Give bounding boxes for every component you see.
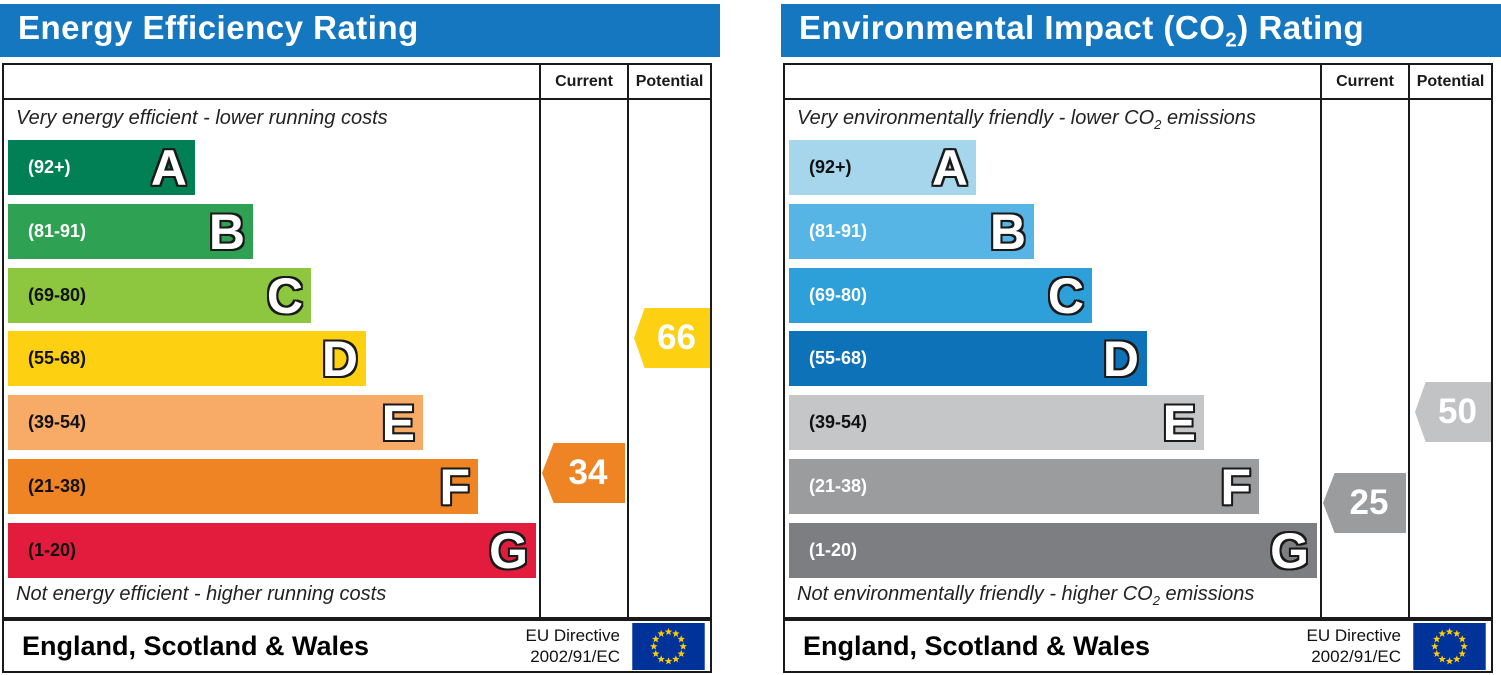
energy-footer-bar: England, Scotland & Wales EU Directive 2… xyxy=(2,619,712,673)
band-letter: F xyxy=(1220,458,1251,515)
band-letter: B xyxy=(989,203,1026,260)
top-caption: Very energy efficient - lower running co… xyxy=(16,107,388,129)
environmental-rating-table: Current Potential Very environmentally f… xyxy=(783,63,1493,619)
environmental-footer-bar: England, Scotland & Wales EU Directive 2… xyxy=(783,619,1493,673)
potential-column-header: Potential xyxy=(635,72,704,90)
region-label: England, Scotland & Wales xyxy=(22,630,370,661)
current-rating-marker: 25 xyxy=(1323,473,1406,533)
header-divider xyxy=(785,98,1491,100)
current-rating-marker: 34 xyxy=(542,443,625,503)
potential-rating-marker: 50 xyxy=(1415,382,1491,442)
energy-title-bar: Energy Efficiency Rating xyxy=(0,4,720,57)
band-range-label: (39-54) xyxy=(28,412,87,432)
band-letter: D xyxy=(1102,330,1139,387)
top-caption: Very environmentally friendly - lower CO… xyxy=(797,107,1256,132)
environmental-panel-title: Environmental Impact (CO2) Rating xyxy=(799,8,1365,52)
band-range-label: (69-80) xyxy=(28,285,87,305)
potential-column-divider xyxy=(627,65,629,617)
band-row-c: (69-80) C xyxy=(789,268,1092,323)
eu-flag-icon xyxy=(1413,622,1486,670)
potential-rating-value: 50 xyxy=(1438,392,1477,431)
band-letter: G xyxy=(489,522,528,579)
bottom-caption: Not energy efficient - higher running co… xyxy=(16,583,387,605)
band-range-label: (39-54) xyxy=(809,412,868,432)
band-row-d: (55-68) D xyxy=(8,331,366,386)
current-column-header: Current xyxy=(555,72,613,90)
band-row-b: (81-91) B xyxy=(8,204,253,259)
band-range-label: (21-38) xyxy=(28,476,87,496)
header-divider xyxy=(4,98,710,100)
band-range-label: (55-68) xyxy=(28,348,87,368)
band-range-label: (81-91) xyxy=(28,221,87,241)
environmental-impact-panel: Environmental Impact (CO2) Rating Curren… xyxy=(781,0,1501,675)
band-range-label: (92+) xyxy=(809,157,852,177)
band-range-label: (81-91) xyxy=(809,221,868,241)
eu-flag-icon xyxy=(632,622,705,670)
band-row-a: (92+) A xyxy=(789,140,976,195)
band-range-label: (69-80) xyxy=(809,285,868,305)
band-letter: G xyxy=(1270,522,1309,579)
eu-directive-label: EU Directive 2002/91/EC xyxy=(1306,625,1401,666)
band-letter: F xyxy=(439,458,470,515)
band-row-f: (21-38) F xyxy=(789,459,1259,514)
band-letter: E xyxy=(1162,394,1196,451)
potential-rating-value: 66 xyxy=(657,318,696,357)
band-range-label: (1-20) xyxy=(28,540,77,560)
environmental-title-bar: Environmental Impact (CO2) Rating xyxy=(781,4,1501,57)
current-column-divider xyxy=(1320,65,1322,617)
band-row-e: (39-54) E xyxy=(8,395,423,450)
eu-directive-label: EU Directive 2002/91/EC xyxy=(525,625,620,666)
current-column-header: Current xyxy=(1336,72,1394,90)
current-column-divider xyxy=(539,65,541,617)
band-letter: E xyxy=(381,394,415,451)
potential-column-header: Potential xyxy=(1416,72,1485,90)
energy-efficiency-panel: Energy Efficiency Rating Current Potenti… xyxy=(0,0,720,675)
current-rating-value: 34 xyxy=(568,453,608,492)
band-row-g: (1-20) G xyxy=(8,523,536,578)
potential-column-divider xyxy=(1408,65,1410,617)
band-letter: A xyxy=(931,139,968,196)
band-row-e: (39-54) E xyxy=(789,395,1204,450)
band-row-f: (21-38) F xyxy=(8,459,478,514)
band-letter: D xyxy=(321,330,358,387)
band-row-a: (92+) A xyxy=(8,140,195,195)
band-range-label: (55-68) xyxy=(809,348,868,368)
band-range-label: (21-38) xyxy=(809,476,868,496)
band-row-g: (1-20) G xyxy=(789,523,1317,578)
bottom-caption: Not environmentally friendly - higher CO… xyxy=(797,583,1255,608)
band-row-b: (81-91) B xyxy=(789,204,1034,259)
energy-panel-title: Energy Efficiency Rating xyxy=(18,8,419,46)
band-letter: A xyxy=(150,139,187,196)
energy-rating-table: Current Potential Very energy efficient … xyxy=(2,63,712,619)
band-range-label: (92+) xyxy=(28,157,71,177)
band-letter: C xyxy=(266,267,303,324)
band-letter: C xyxy=(1047,267,1084,324)
current-rating-value: 25 xyxy=(1349,483,1389,522)
band-row-c: (69-80) C xyxy=(8,268,311,323)
band-row-d: (55-68) D xyxy=(789,331,1147,386)
region-label: England, Scotland & Wales xyxy=(803,630,1151,661)
potential-rating-marker: 66 xyxy=(634,308,710,368)
band-letter: B xyxy=(208,203,245,260)
band-range-label: (1-20) xyxy=(809,540,858,560)
